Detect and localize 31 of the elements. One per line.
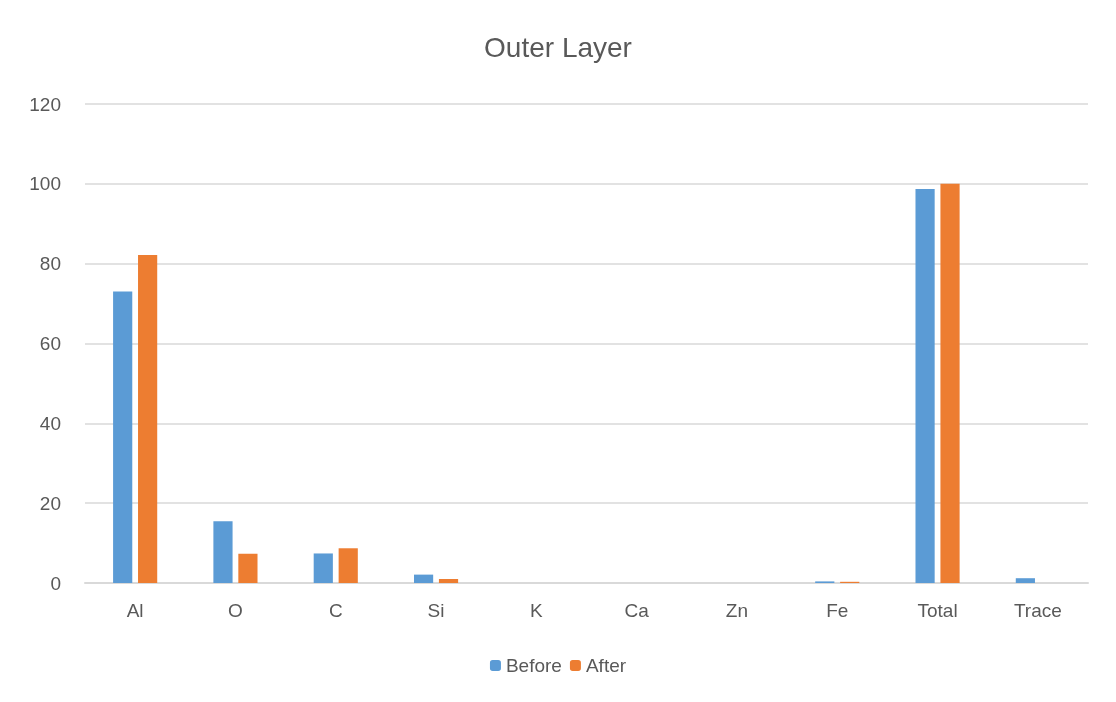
x-tick-label: Si bbox=[427, 600, 445, 621]
y-tick-label: 20 bbox=[39, 492, 61, 514]
bar bbox=[1015, 578, 1035, 583]
chart-title: Outer Layer bbox=[484, 31, 632, 63]
legend-label: After bbox=[585, 655, 627, 676]
x-tick-label: K bbox=[530, 600, 544, 621]
x-tick-label: Zn bbox=[725, 600, 749, 621]
y-tick-label: 40 bbox=[39, 412, 61, 434]
x-tick-label: Trace bbox=[1013, 600, 1062, 621]
bar bbox=[238, 553, 258, 583]
x-tick-label: C bbox=[328, 600, 343, 621]
bar bbox=[138, 254, 158, 583]
bar bbox=[940, 183, 960, 583]
bar bbox=[338, 548, 358, 583]
x-tick-label: Fe bbox=[826, 600, 849, 621]
bar bbox=[413, 574, 434, 583]
bar bbox=[313, 553, 333, 583]
bar bbox=[113, 291, 133, 583]
bar bbox=[438, 579, 459, 583]
y-tick-label: 60 bbox=[39, 333, 61, 354]
bar bbox=[915, 189, 935, 583]
y-tick-label: 0 bbox=[50, 572, 61, 594]
y-tick-label: 120 bbox=[29, 93, 61, 115]
x-tick-label: Ca bbox=[624, 600, 650, 621]
y-tick-label: 80 bbox=[39, 253, 61, 275]
legend-label: Before bbox=[505, 655, 562, 676]
y-tick-label: 100 bbox=[29, 173, 61, 195]
x-tick-label: Al bbox=[126, 600, 144, 621]
x-tick-label: Total bbox=[917, 600, 958, 621]
bar bbox=[213, 521, 233, 583]
x-tick-label: O bbox=[228, 600, 243, 621]
